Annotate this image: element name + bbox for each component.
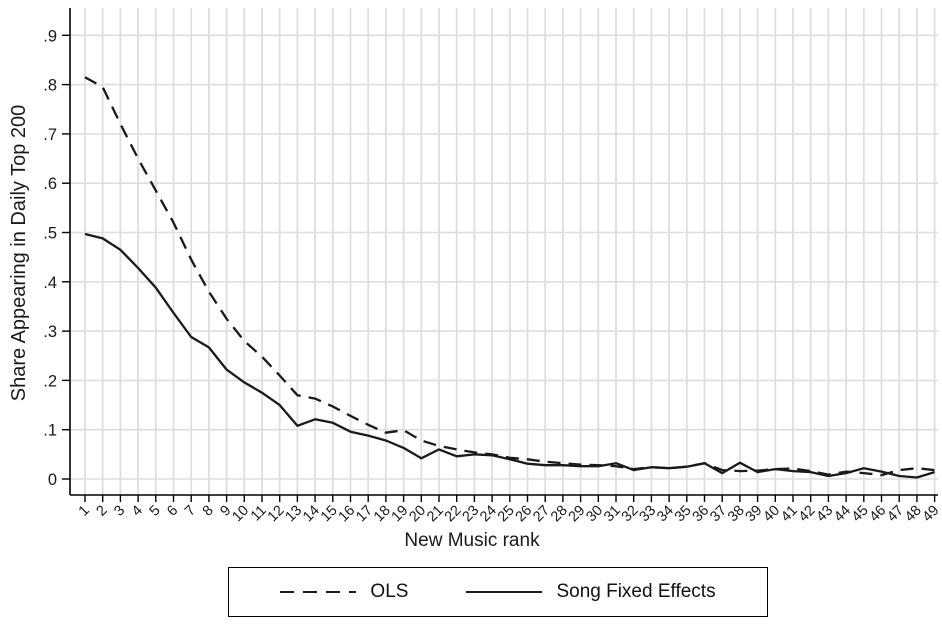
x-tick-label: 7 [182,503,199,520]
y-tick-label: .4 [43,274,57,292]
x-tick-label: 6 [164,503,181,520]
legend: OLS Song Fixed Effects [228,567,768,617]
legend-label-ols: OLS [370,581,409,602]
y-tick-label: .7 [43,126,57,144]
x-tick-label: 1 [76,503,93,520]
y-tick-label: .2 [43,372,57,390]
y-tick-label: 0 [48,471,57,489]
y-tick-label: .5 [43,225,57,243]
y-tick-label: .3 [43,323,57,341]
series-line-ols [84,76,935,477]
y-tick-label: .1 [43,422,57,440]
ols-dashed-line-sample [280,590,357,594]
y-axis-title: Share Appearing in Daily Top 200 [8,105,30,402]
x-axis-title: New Music rank [404,530,540,551]
y-tick-label: .9 [43,27,57,45]
x-tick-label: 49 [920,503,942,526]
x-tick-label: 5 [147,503,164,520]
x-tick-label: 8 [200,503,217,520]
x-tick-label: 4 [129,503,146,520]
legend-label-song-fixed-effects: Song Fixed Effects [556,581,716,602]
chart-generated-content: 0.1.2.3.4.5.6.7.8.91 2 3 4 5 6 7 8 9101112131415… [43,8,942,525]
legend-item-ols: OLS [280,581,408,603]
x-tick-label: 2 [94,503,111,520]
series-line-song-fixed-effects [84,232,935,479]
legend-item-song-fixed-effects: Song Fixed Effects [466,581,716,603]
y-tick-label: .8 [43,77,57,95]
x-tick-label: 3 [111,503,128,520]
song-fixed-effects-solid-line-sample [466,590,543,594]
y-tick-label: .6 [43,175,57,193]
